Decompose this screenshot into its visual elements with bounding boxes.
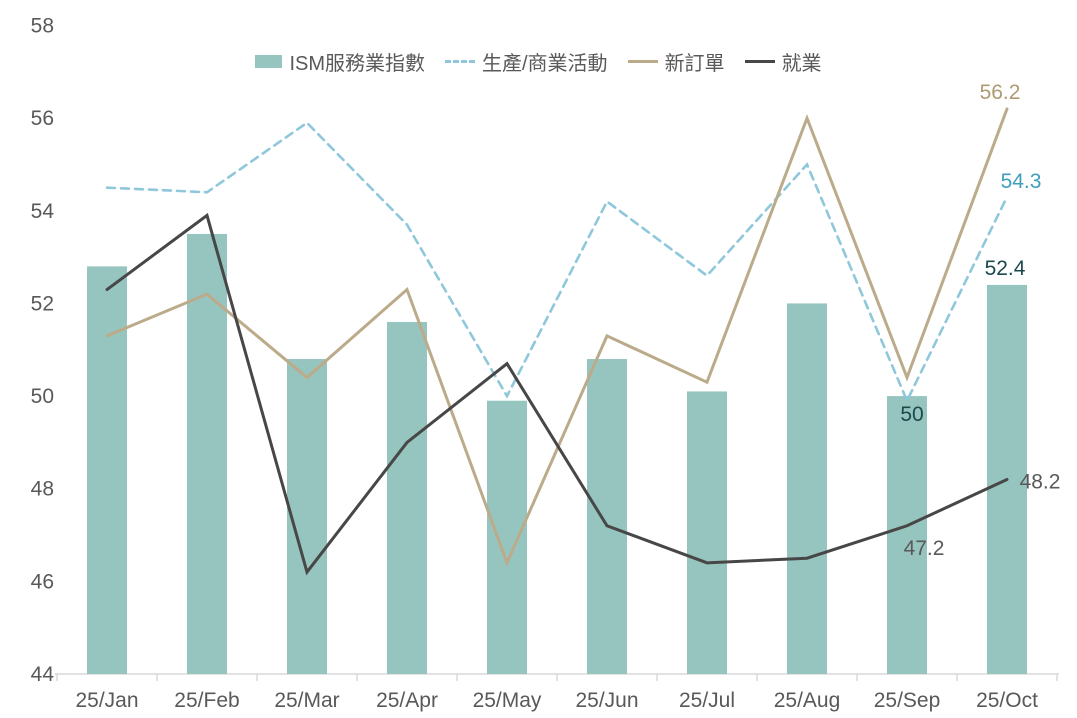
y-tick-label-50: 50 [31,385,54,408]
y-tick-label-52: 52 [31,292,54,315]
bar-ISM服務業指數-25/Sep [887,396,927,674]
point-label-就業-47.2: 47.2 [904,537,945,560]
x-tick-label-25/Feb: 25/Feb [174,689,239,712]
point-label-新訂單-56.2: 56.2 [980,81,1021,104]
point-label-ISM服務業指數-52.4: 52.4 [985,257,1026,280]
bar-ISM服務業指數-25/Aug [787,303,827,674]
x-tick-label-25/Jul: 25/Jul [679,689,735,712]
x-tick-label-25/Jun: 25/Jun [575,689,638,712]
y-tick-label-44: 44 [31,663,55,686]
line-就業 [105,212,1009,576]
point-label-生產/商業活動-54.3: 54.3 [1001,170,1042,193]
x-tick-label-25/Sep: 25/Sep [874,689,941,712]
y-tick-label-56: 56 [31,107,54,130]
bar-ISM服務業指數-25/May [487,400,527,674]
bar-ISM服務業指數-25/Jul [687,391,727,674]
bar-ISM服務業指數-25/Jun [587,359,627,674]
x-tick-label-25/Mar: 25/Mar [274,689,339,712]
x-tick-label-25/Oct: 25/Oct [976,689,1038,712]
line-生產/商業活動 [105,121,1009,404]
x-tick-label-25/Apr: 25/Apr [376,689,438,712]
point-label-就業-48.2: 48.2 [1020,470,1061,493]
y-tick-label-54: 54 [31,200,55,223]
bar-ISM服務業指數-25/Apr [387,321,427,674]
y-tick-label-48: 48 [31,478,54,501]
x-tick-label-25/Aug: 25/Aug [774,689,841,712]
x-tick-label-25/May: 25/May [473,689,542,712]
bar-ISM服務業指數-25/Jan [87,266,127,674]
bar-ISM服務業指數-25/Feb [187,233,227,674]
x-tick-label-25/Jan: 25/Jan [75,689,138,712]
y-tick-label-46: 46 [31,570,54,593]
bar-ISM服務業指數-25/Mar [287,359,327,674]
line-新訂單 [105,107,1009,567]
y-tick-label-58: 58 [31,15,54,38]
point-label-ISM服務業指數-50: 50 [900,403,923,426]
